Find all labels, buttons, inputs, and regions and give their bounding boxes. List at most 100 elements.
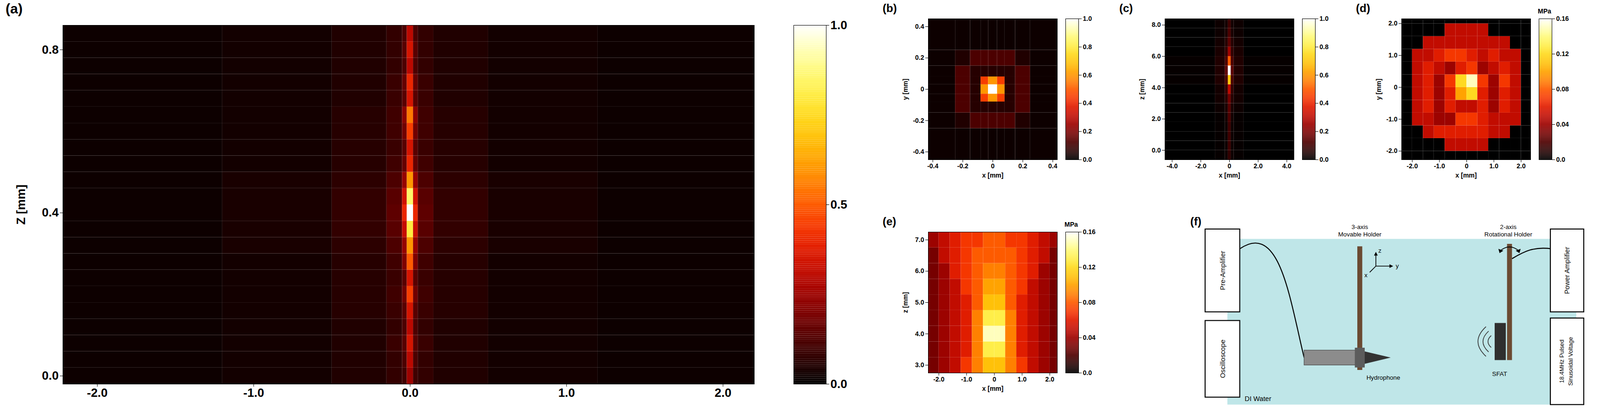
svg-text:1.0: 1.0 [1319, 14, 1330, 23]
svg-text:0.12: 0.12 [1083, 263, 1096, 271]
svg-text:1.0: 1.0 [1083, 14, 1093, 23]
svg-text:1.0: 1.0 [1388, 51, 1398, 59]
svg-text:2.0: 2.0 [1516, 162, 1526, 170]
svg-text:2.0: 2.0 [714, 386, 732, 400]
svg-text:0.2: 0.2 [1319, 127, 1330, 136]
svg-text:1.0: 1.0 [1489, 162, 1499, 170]
svg-text:-0.2: -0.2 [957, 162, 969, 170]
svg-text:Oscilloscope: Oscilloscope [1219, 339, 1227, 379]
svg-text:6.0: 6.0 [1151, 52, 1162, 60]
svg-text:Hydrophone: Hydrophone [1366, 374, 1401, 382]
svg-text:0.8: 0.8 [1083, 43, 1093, 51]
svg-text:2.0: 2.0 [1045, 375, 1055, 384]
svg-text:4.0: 4.0 [1282, 162, 1292, 170]
svg-text:-2.0: -2.0 [933, 375, 945, 384]
svg-text:2-axis: 2-axis [1500, 223, 1517, 231]
svg-text:Sinusoidal Voltage: Sinusoidal Voltage [1567, 337, 1575, 387]
svg-text:-1.0: -1.0 [1386, 115, 1398, 123]
svg-text:6.0: 6.0 [915, 267, 925, 275]
svg-text:0.16: 0.16 [1083, 228, 1096, 236]
svg-text:0.0: 0.0 [1556, 155, 1566, 164]
svg-text:Movable Holder: Movable Holder [1338, 231, 1382, 239]
svg-text:z [mm]: z [mm] [901, 292, 910, 314]
svg-text:0.4: 0.4 [1319, 99, 1330, 107]
svg-text:8.0: 8.0 [1151, 20, 1162, 29]
svg-text:0: 0 [1227, 162, 1232, 170]
svg-text:0.16: 0.16 [1556, 14, 1569, 23]
svg-text:y [mm]: y [mm] [1374, 78, 1383, 101]
svg-text:z [mm]: z [mm] [1138, 78, 1146, 100]
svg-text:1.0: 1.0 [830, 18, 848, 33]
svg-text:0: 0 [991, 162, 995, 170]
svg-text:Power Amplifier: Power Amplifier [1563, 246, 1571, 295]
svg-text:y: y [1395, 262, 1400, 270]
svg-text:0.6: 0.6 [1319, 71, 1330, 79]
svg-text:x [mm]: x [mm] [1455, 171, 1478, 180]
html-text:(b): (b) [882, 1, 897, 15]
svg-text:0.0: 0.0 [1083, 155, 1093, 164]
svg-text:4.0: 4.0 [1151, 83, 1162, 92]
svg-text:0.0: 0.0 [1319, 155, 1330, 164]
svg-text:-2.0: -2.0 [1195, 162, 1207, 170]
svg-text:2.0: 2.0 [1151, 115, 1162, 123]
svg-text:1.0: 1.0 [1017, 375, 1027, 384]
svg-text:0.2: 0.2 [1018, 162, 1028, 170]
svg-text:0.5: 0.5 [830, 197, 848, 212]
svg-text:-4.0: -4.0 [1166, 162, 1178, 170]
svg-text:-2.0: -2.0 [1406, 162, 1418, 170]
svg-text:Rotational Holder: Rotational Holder [1484, 231, 1533, 239]
svg-text:0.12: 0.12 [1556, 50, 1569, 58]
svg-text:0.0: 0.0 [1083, 369, 1093, 377]
svg-text:z: z [1378, 247, 1382, 255]
svg-text:0.6: 0.6 [1083, 71, 1093, 79]
svg-text:x: x [1364, 271, 1368, 279]
svg-text:-0.4: -0.4 [912, 148, 924, 156]
svg-text:5.0: 5.0 [915, 298, 925, 307]
svg-text:-1.0: -1.0 [961, 375, 973, 384]
svg-text:2.0: 2.0 [1388, 19, 1398, 27]
svg-text:0.4: 0.4 [915, 22, 925, 31]
svg-text:0.4: 0.4 [41, 205, 59, 220]
html-text:(c): (c) [1119, 1, 1133, 15]
html-text:(a): (a) [5, 0, 23, 17]
svg-text:0.08: 0.08 [1083, 298, 1096, 307]
svg-text:0.04: 0.04 [1556, 120, 1569, 129]
svg-text:x [mm]: x [mm] [1219, 171, 1241, 180]
svg-text:0.04: 0.04 [1083, 334, 1096, 342]
svg-text:0.0: 0.0 [41, 368, 59, 383]
svg-text:-2.0: -2.0 [86, 386, 108, 400]
svg-text:2.0: 2.0 [1253, 162, 1264, 170]
svg-text:x [mm]: x [mm] [982, 385, 1004, 393]
svg-text:SFAT: SFAT [1491, 370, 1507, 378]
svg-text:Pre-Amplifier: Pre-Amplifier [1219, 251, 1227, 291]
svg-text:-0.4: -0.4 [927, 162, 939, 170]
svg-text:DI Water: DI Water [1244, 395, 1271, 403]
svg-text:0.8: 0.8 [41, 42, 59, 57]
svg-text:0.2: 0.2 [915, 53, 925, 62]
svg-text:0: 0 [1393, 83, 1398, 91]
svg-text:7.0: 7.0 [915, 236, 925, 244]
svg-text:y [mm]: y [mm] [901, 78, 910, 101]
svg-text:0.08: 0.08 [1556, 85, 1569, 93]
svg-text:Z [mm]: Z [mm] [13, 184, 28, 226]
svg-text:0: 0 [1464, 162, 1469, 170]
svg-text:3.0: 3.0 [915, 361, 925, 369]
svg-text:3-axis: 3-axis [1351, 223, 1369, 231]
svg-text:-1.0: -1.0 [1433, 162, 1446, 170]
svg-text:0.0: 0.0 [830, 377, 848, 392]
svg-text:0.8: 0.8 [1319, 43, 1330, 51]
svg-text:-2.0: -2.0 [1386, 147, 1398, 155]
svg-text:18.4MHz Pulsed: 18.4MHz Pulsed [1558, 339, 1566, 384]
svg-text:0.4: 0.4 [1048, 162, 1058, 170]
svg-text:0.0: 0.0 [1151, 146, 1162, 155]
svg-text:-1.0: -1.0 [243, 386, 265, 400]
svg-text:0.0: 0.0 [401, 386, 419, 400]
svg-text:0.4: 0.4 [1083, 99, 1093, 107]
svg-text:0.2: 0.2 [1083, 127, 1093, 136]
svg-text:0: 0 [992, 375, 997, 384]
svg-text:1.0: 1.0 [558, 386, 575, 400]
svg-text:-0.2: -0.2 [912, 116, 924, 125]
svg-text:4.0: 4.0 [915, 330, 925, 338]
svg-text:0: 0 [920, 85, 925, 93]
svg-text:x [mm]: x [mm] [982, 171, 1004, 180]
